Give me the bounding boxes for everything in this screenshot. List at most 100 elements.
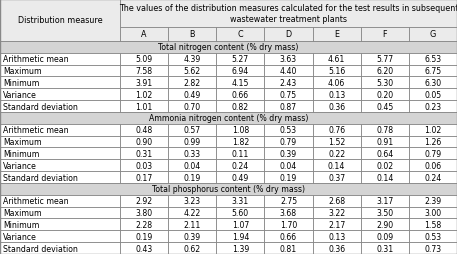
Text: 0.19: 0.19 [280,173,297,182]
Bar [313,148,361,160]
Text: 5.60: 5.60 [232,208,249,217]
Text: 2.82: 2.82 [184,78,201,88]
Bar [313,207,361,219]
Bar [361,65,409,77]
Bar [0,101,120,113]
Bar [265,195,313,207]
Text: 0.53: 0.53 [425,232,441,241]
Text: 0.31: 0.31 [135,149,153,158]
Text: 0.76: 0.76 [328,126,345,135]
Bar [168,160,216,171]
Bar [409,136,457,148]
Text: 0.81: 0.81 [280,244,297,252]
Bar [120,160,168,171]
Bar [313,160,361,171]
Text: 5.16: 5.16 [328,67,345,76]
Bar [168,101,216,113]
Bar [0,65,120,77]
Bar [313,230,361,242]
Bar [216,89,265,101]
Bar [120,28,168,42]
Bar [313,195,361,207]
Text: 0.87: 0.87 [280,102,297,111]
Text: 3.63: 3.63 [280,55,297,64]
Text: 0.23: 0.23 [425,102,441,111]
Text: 4.22: 4.22 [184,208,201,217]
Bar [265,28,313,42]
Bar [313,242,361,254]
Text: 1.52: 1.52 [328,137,345,147]
Bar [0,183,457,195]
Bar [313,124,361,136]
Bar [313,136,361,148]
Bar [265,207,313,219]
Bar [168,148,216,160]
Bar [313,54,361,65]
Text: C: C [238,30,243,39]
Bar [216,28,265,42]
Text: Maximum: Maximum [3,67,42,76]
Bar [216,124,265,136]
Bar [265,89,313,101]
Bar [409,148,457,160]
Text: Variance: Variance [3,232,37,241]
Bar [216,171,265,183]
Text: 1.01: 1.01 [135,102,153,111]
Bar [409,171,457,183]
Bar [361,28,409,42]
Bar [216,77,265,89]
Text: F: F [383,30,387,39]
Text: 4.61: 4.61 [328,55,345,64]
Bar [0,160,120,171]
Bar [361,89,409,101]
Text: 0.70: 0.70 [184,102,201,111]
Bar [120,77,168,89]
Text: Minimum: Minimum [3,149,39,158]
Bar [409,160,457,171]
Text: 7.58: 7.58 [136,67,153,76]
Bar [216,148,265,160]
Text: 0.04: 0.04 [280,161,297,170]
Text: 4.06: 4.06 [328,78,345,88]
Bar [120,207,168,219]
Bar [120,171,168,183]
Bar [265,219,313,230]
Text: Standard deviation: Standard deviation [3,173,78,182]
Bar [313,101,361,113]
Text: 0.33: 0.33 [184,149,201,158]
Bar [120,101,168,113]
Bar [168,219,216,230]
Text: 5.30: 5.30 [376,78,393,88]
Bar [409,195,457,207]
Text: 2.68: 2.68 [328,196,345,205]
Bar [168,89,216,101]
Bar [361,219,409,230]
Bar [216,171,265,183]
Bar [409,207,457,219]
Bar [120,54,168,65]
Bar [168,54,216,65]
Bar [120,65,168,77]
Text: The values of the distribution measures calculated for the test results in subse: The values of the distribution measures … [119,4,457,24]
Bar [361,89,409,101]
Bar [313,171,361,183]
Bar [216,230,265,242]
Bar [265,230,313,242]
Bar [361,207,409,219]
Bar [409,54,457,65]
Text: 0.66: 0.66 [280,232,297,241]
Text: Standard deviation: Standard deviation [3,244,78,252]
Bar [168,101,216,113]
Bar [168,148,216,160]
Bar [409,77,457,89]
Text: 3.22: 3.22 [328,208,345,217]
Bar [313,65,361,77]
Text: 2.39: 2.39 [425,196,441,205]
Bar [313,89,361,101]
Bar [361,101,409,113]
Bar [361,219,409,230]
Bar [168,28,216,42]
Text: 1.26: 1.26 [424,137,441,147]
Bar [168,219,216,230]
Text: 0.09: 0.09 [376,232,393,241]
